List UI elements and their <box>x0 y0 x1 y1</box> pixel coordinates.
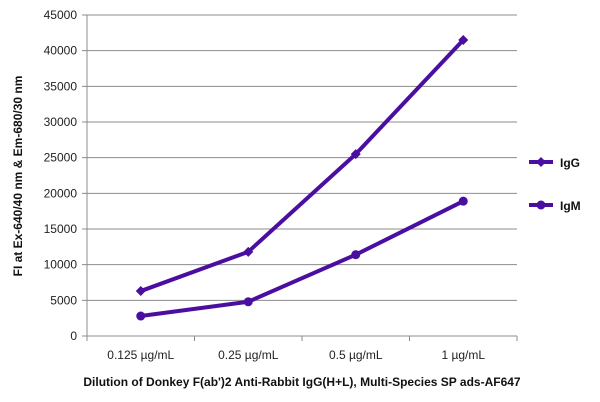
data-point-igm <box>136 311 146 321</box>
data-point-igm <box>351 250 361 260</box>
y-tick-label: 30000 <box>44 115 78 129</box>
x-tick-label: 0.5 µg/mL <box>329 348 383 362</box>
legend-label-igg: IgG <box>560 156 580 170</box>
y-tick-label: 10000 <box>44 258 78 272</box>
x-axis-title: Dilution of Donkey F(ab')2 Anti-Rabbit I… <box>83 375 521 389</box>
y-axis-ticks: 0 5000 10000 15000 20000 25000 30000 35000 40000… <box>44 8 78 343</box>
data-point-igg <box>135 286 146 297</box>
data-point-igm <box>243 297 253 307</box>
y-tick-label: 5000 <box>50 293 77 307</box>
x-tick-label: 0.25 µg/mL <box>218 348 279 362</box>
legend-label-igm: IgM <box>560 199 581 213</box>
data-point-igg <box>243 246 254 257</box>
data-point-igm <box>458 196 468 206</box>
x-tick-label: 1 µg/mL <box>441 348 485 362</box>
y-tick-label: 25000 <box>44 151 78 165</box>
y-tick-label: 45000 <box>44 8 78 22</box>
gridlines <box>82 14 517 337</box>
y-axis-title: FI at Ex-640/40 nm & Em-680/30 nm <box>11 76 25 277</box>
y-tick-label: 20000 <box>44 186 78 200</box>
y-tick-label: 0 <box>70 329 77 343</box>
series-lines <box>135 34 469 321</box>
legend-marker-igm <box>536 200 546 210</box>
series-line-igg <box>140 38 465 293</box>
data-point-igg <box>350 149 361 160</box>
y-tick-label: 40000 <box>44 44 78 58</box>
legend-marker-igg <box>536 157 546 167</box>
y-tick-label: 35000 <box>44 79 78 93</box>
legend: IgG IgM <box>529 156 581 213</box>
x-tick-label: 0.125 µg/mL <box>107 348 174 362</box>
series-line-igm <box>140 199 465 319</box>
y-tick-label: 15000 <box>44 222 78 236</box>
data-point-igg <box>458 34 469 45</box>
x-axis: 0.125 µg/mL 0.25 µg/mL 0.5 µg/mL 1 µg/mL <box>86 15 518 362</box>
